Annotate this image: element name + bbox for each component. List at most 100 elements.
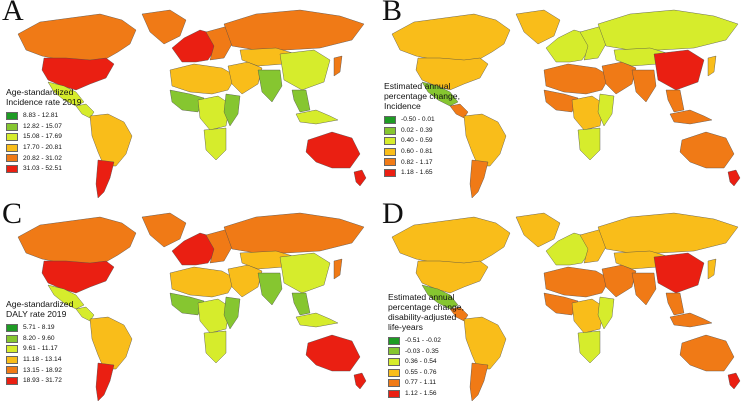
legend-swatch — [6, 324, 18, 333]
region-mexico — [47, 81, 85, 107]
region-china — [279, 49, 331, 91]
world-map-daly-change — [391, 212, 741, 402]
region-westAfrica — [543, 292, 579, 316]
legend-label: 12.82 - 15.07 — [23, 122, 62, 130]
region-northAmerica — [17, 216, 137, 266]
legend-item: 13.15 - 18.92 — [6, 365, 73, 376]
legend: Estimated annual percentage change, Incide… — [384, 81, 460, 179]
region-middleEast — [601, 61, 637, 95]
legend-item: -0.51 - -0.02 — [388, 336, 464, 347]
region-middleEast — [227, 264, 263, 298]
region-australia — [305, 334, 361, 372]
legend-item: 0.60 - 0.81 — [384, 146, 460, 157]
region-newZealand — [727, 372, 741, 390]
region-russia — [223, 212, 365, 254]
legend-swatch — [388, 389, 400, 398]
panel-letter: B — [382, 0, 403, 27]
region-northAfrica — [169, 266, 237, 298]
region-southAfrica — [577, 330, 601, 364]
region-greenland — [141, 9, 187, 45]
legend-swatch — [6, 143, 18, 152]
region-indonesia — [669, 109, 713, 125]
region-eastAfrica — [223, 93, 241, 127]
region-northAfrica — [169, 63, 237, 95]
legend-item: 11.18 - 13.14 — [6, 355, 73, 366]
legend-item: 1.18 - 1.65 — [384, 168, 460, 179]
legend-swatch — [6, 334, 18, 343]
legend-swatch — [388, 379, 400, 388]
region-southAmerica — [89, 113, 133, 167]
region-russia — [223, 9, 365, 51]
legend-label: 8.20 - 9.60 — [23, 334, 55, 342]
region-seAsia — [291, 89, 311, 113]
region-southernCone — [469, 362, 489, 402]
legend-item: 5.71 - 8.19 — [6, 323, 73, 334]
legend-label: 0.55 - 0.76 — [405, 368, 437, 376]
legend-title: Estimated annual percentage change, Incide… — [384, 81, 460, 111]
legend-item: 8.83 - 12.81 — [6, 111, 82, 122]
legend-label: 17.70 - 20.81 — [23, 144, 62, 152]
legend-item: -0.03 - 0.35 — [388, 346, 464, 357]
legend-swatch — [6, 377, 18, 386]
region-usa — [41, 57, 115, 91]
region-northAmerica — [391, 13, 511, 63]
legend-label: 20.82 - 31.02 — [23, 154, 62, 162]
legend-label: -0.51 - -0.02 — [405, 337, 441, 344]
legend-swatch — [6, 355, 18, 364]
legend-label: 0.77 - 1.11 — [405, 379, 437, 387]
legend-swatch — [388, 347, 400, 356]
region-southAsia — [631, 272, 657, 306]
legend-label: 31.03 - 52.51 — [23, 165, 62, 173]
legend-label: 13.15 - 18.92 — [23, 366, 62, 374]
legend-swatch — [6, 122, 18, 131]
world-map-incidence-rate — [17, 9, 367, 199]
region-newZealand — [353, 169, 367, 187]
region-southAfrica — [203, 330, 227, 364]
region-usa — [415, 260, 489, 294]
legend-item: 18.93 - 31.72 — [6, 376, 73, 387]
region-australia — [679, 131, 735, 169]
region-southernCone — [469, 159, 489, 199]
region-southernCone — [95, 159, 115, 199]
region-southAfrica — [203, 127, 227, 161]
region-australia — [305, 131, 361, 169]
panel-a: A Age-standardized Incidence rate 2019 8.8… — [0, 0, 374, 203]
region-northAmerica — [391, 216, 511, 266]
legend-swatch — [388, 368, 400, 377]
panel-letter: C — [2, 203, 23, 230]
legend-swatch — [384, 126, 396, 135]
legend-label: 11.18 - 13.14 — [23, 356, 62, 364]
legend-label: 0.36 - 0.54 — [405, 358, 437, 366]
region-japan — [333, 55, 343, 77]
region-usa — [41, 260, 115, 294]
region-china — [279, 252, 331, 294]
region-russia — [597, 9, 739, 51]
legend-title: Age-standardized DALY rate 2019 — [6, 299, 74, 319]
legend-item: 31.03 - 52.51 — [6, 164, 82, 175]
panel-letter: A — [2, 0, 24, 27]
legend-item: 0.82 - 1.17 — [384, 157, 460, 168]
legend-label: 8.83 - 12.81 — [23, 112, 59, 120]
region-southAsia — [257, 69, 283, 103]
legend-label: 15.08 - 17.69 — [23, 133, 62, 141]
region-southAfrica — [577, 127, 601, 161]
legend-swatch — [6, 345, 18, 354]
region-mexico — [47, 284, 85, 310]
region-usa — [415, 57, 489, 91]
region-westAfrica — [169, 89, 205, 113]
legend-swatch — [384, 115, 396, 124]
region-indonesia — [669, 312, 713, 328]
legend-item: 20.82 - 31.02 — [6, 153, 82, 164]
region-middleEast — [601, 264, 637, 298]
legend-label: -0.03 - 0.35 — [405, 347, 439, 355]
region-southAmerica — [89, 316, 133, 370]
region-japan — [707, 258, 717, 280]
legend-swatch — [384, 158, 396, 167]
region-mexico — [421, 284, 459, 310]
legend-swatch — [6, 112, 18, 121]
panel-b: B Estimated annual percentage change, Inci… — [374, 0, 748, 203]
legend-label: 1.18 - 1.65 — [401, 169, 433, 177]
legend-label: 0.60 - 0.81 — [401, 147, 433, 155]
region-centralAmerica — [75, 306, 95, 322]
legend-swatch — [6, 133, 18, 142]
